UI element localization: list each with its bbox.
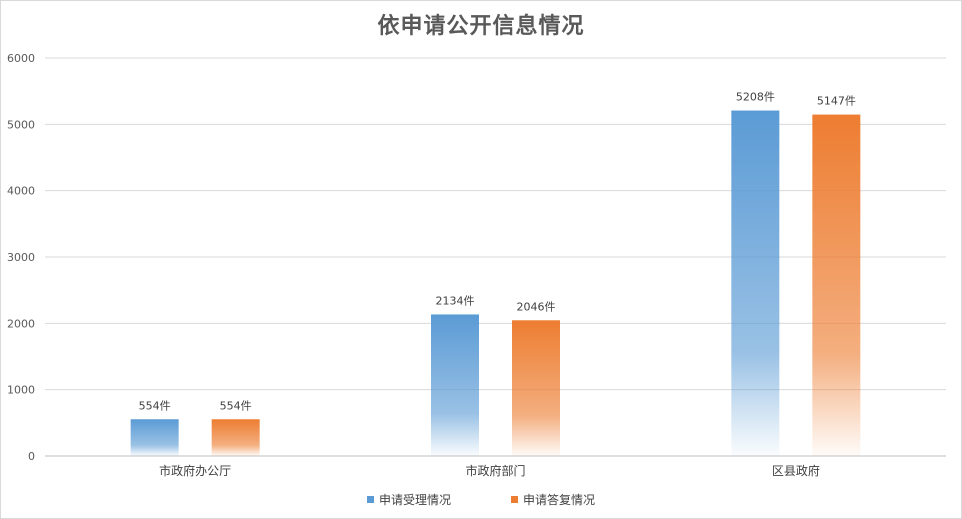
y-tick-label-5000: 5000 [7,118,35,131]
bar-series-0-cat-1 [431,314,479,456]
y-tick-label-3000: 3000 [7,251,35,264]
legend-item-series-0: 申请受理情况 [366,491,451,508]
bar-series-0-cat-0 [130,419,179,456]
y-tick-label-2000: 2000 [7,317,35,330]
data-label-series-0-cat-0: 554件 [139,399,171,412]
data-label-series-0-cat-2: 5208件 [736,91,775,104]
y-tick-label-0: 0 [28,450,35,463]
bar-series-1-cat-0 [211,419,260,456]
x-axis-categories: 市政府办公厅 市政府部门 区县政府 [159,463,820,478]
data-label-series-1-cat-1: 2046件 [517,300,556,313]
y-tick-label-4000: 4000 [7,185,35,198]
bar-series-1-cat-1 [512,320,560,456]
bar-series-0-cat-2 [731,110,780,456]
data-labels: 554件 554件 2134件 2046件 5208件 5147件 [139,91,856,413]
gridlines [45,57,946,457]
legend-label-series-1: 申请答复情况 [523,493,596,507]
data-label-series-1-cat-2: 5147件 [817,95,856,108]
chart-title: 依申请公开信息情况 [377,13,585,39]
legend-label-series-0: 申请受理情况 [378,493,451,507]
data-label-series-0-cat-1: 2134件 [436,294,475,307]
category-label-2: 区县政府 [772,463,820,478]
bar-series-1-cat-2 [812,114,861,456]
y-tick-label-1000: 1000 [7,384,35,397]
y-axis-ticks: 0 1000 2000 3000 4000 5000 6000 [7,52,35,463]
data-label-series-1-cat-0: 554件 [220,399,252,412]
bars [130,110,861,456]
y-tick-label-6000: 6000 [7,52,35,65]
legend-item-series-1: 申请答复情况 [511,491,595,508]
legend: 申请受理情况 申请答复情况 [0,491,962,508]
legend-swatch-orange [511,496,518,503]
legend-swatch-blue [366,496,374,503]
category-label-0: 市政府办公厅 [159,463,231,478]
category-label-1: 市政府部门 [465,463,525,478]
